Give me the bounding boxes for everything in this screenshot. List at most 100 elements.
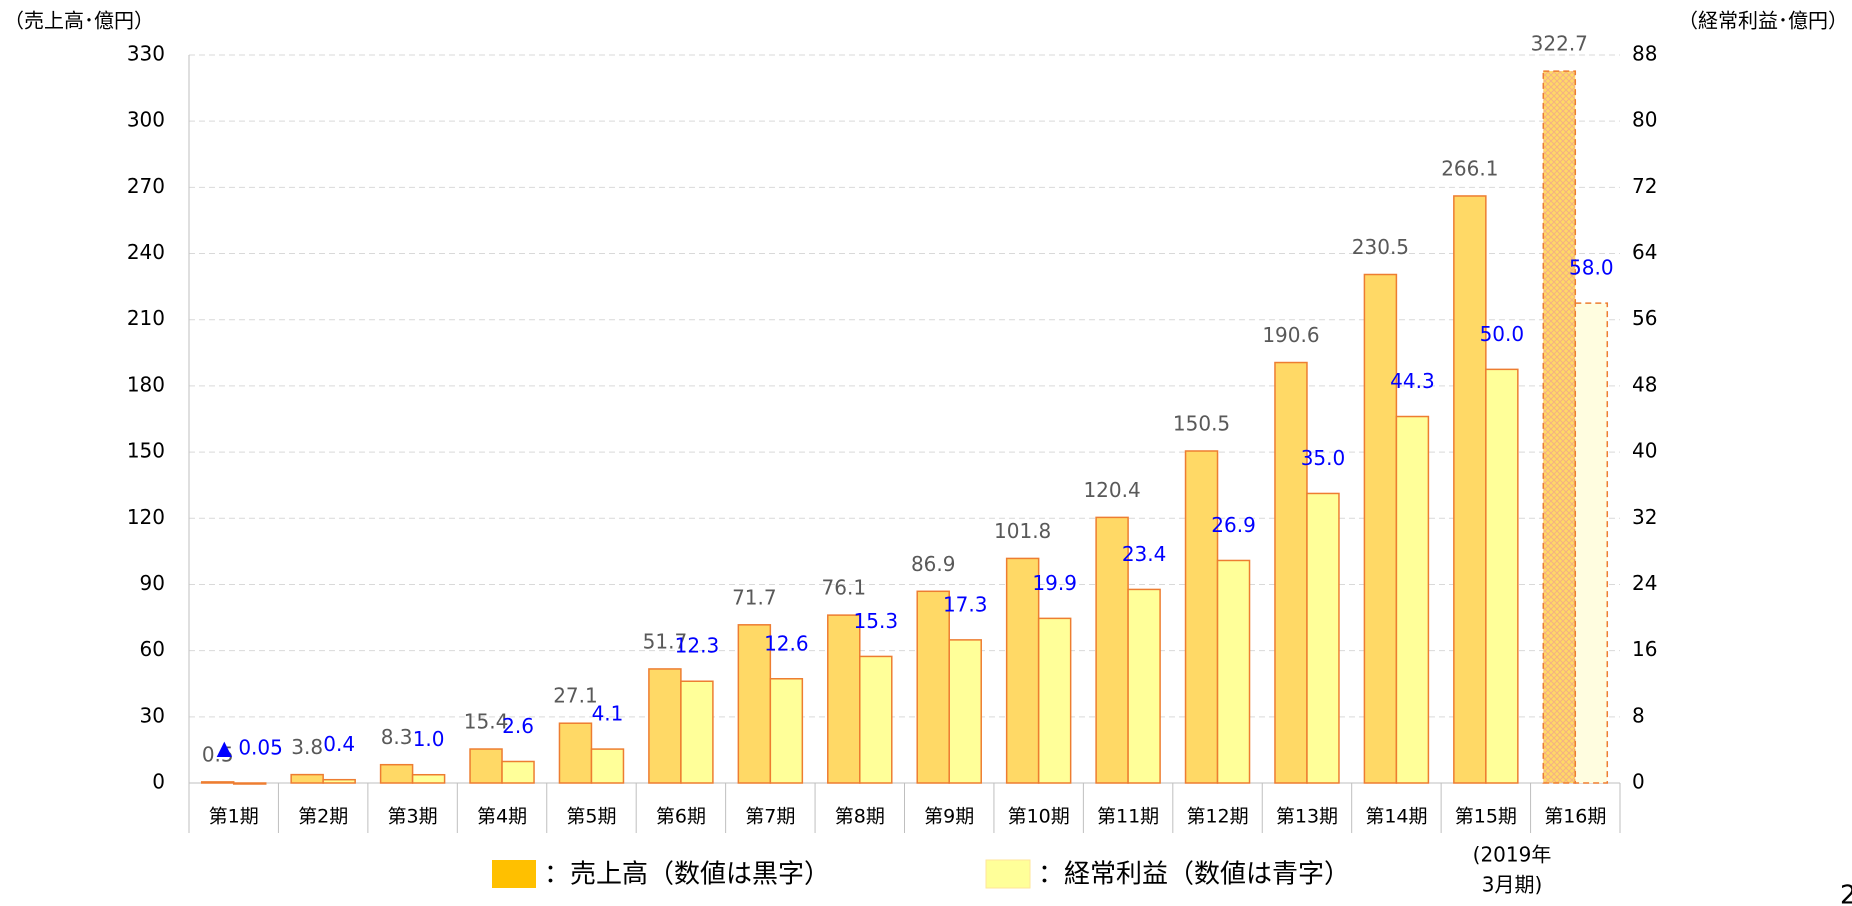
value-label: 51.7 <box>643 629 688 653</box>
bar <box>1574 302 1609 784</box>
bar <box>590 748 625 784</box>
value-label: 266.1 <box>1441 156 1498 180</box>
annotation: (2019年 <box>1473 843 1552 867</box>
y2-tick-label: 80 <box>1632 108 1657 132</box>
value-label: 190.6 <box>1262 323 1319 347</box>
y-tick-label: 0 <box>152 770 165 794</box>
x-tick-label: 第9期 <box>924 806 974 828</box>
bar <box>827 614 861 784</box>
bar <box>322 778 356 784</box>
y2-tick-label: 64 <box>1632 240 1657 264</box>
bar <box>1095 516 1129 784</box>
bar <box>1216 559 1251 784</box>
bar <box>680 680 714 784</box>
value-label: 120.4 <box>1083 478 1140 502</box>
bar <box>648 668 682 784</box>
bar <box>769 678 804 784</box>
bar <box>232 782 267 785</box>
y-tick-label: 60 <box>140 637 165 661</box>
x-tick-label: 第8期 <box>835 806 885 828</box>
value-label: 27.1 <box>553 684 598 708</box>
x-tick-label: 第5期 <box>566 806 616 828</box>
y2-tick-label: 72 <box>1632 174 1657 198</box>
bar <box>1037 617 1072 784</box>
value-label: 4.1 <box>592 702 624 726</box>
value-label: 26.9 <box>1211 513 1256 537</box>
y2-tick-label: 8 <box>1632 703 1645 727</box>
bar <box>916 590 950 784</box>
value-label: 15.4 <box>464 710 509 734</box>
x-tick-label: 第1期 <box>209 806 259 828</box>
bar <box>1453 195 1487 784</box>
y2-tick-label: 56 <box>1632 306 1657 330</box>
value-label: 230.5 <box>1352 235 1409 259</box>
y2-tick-label: 48 <box>1632 372 1657 396</box>
bar <box>200 781 235 784</box>
y-tick-label: 270 <box>127 174 165 198</box>
bar <box>469 748 503 784</box>
value-label: 8.3 <box>381 725 413 749</box>
y2-tick-label: 24 <box>1632 571 1657 595</box>
page-number: 2 <box>1840 881 1852 906</box>
y-tick-label: 330 <box>127 42 165 66</box>
y-tick-label: 120 <box>127 505 165 529</box>
bar <box>1395 415 1430 784</box>
value-label: 12.6 <box>764 631 809 655</box>
bar <box>1274 361 1308 784</box>
legend-swatch <box>492 860 536 888</box>
value-label: 322.7 <box>1531 32 1588 56</box>
bar <box>859 655 893 784</box>
value-label: 2.6 <box>502 714 534 738</box>
bar <box>1184 450 1219 784</box>
x-tick-label: 第10期 <box>1008 806 1070 828</box>
x-tick-label: 第4期 <box>477 806 527 828</box>
y-tick-label: 210 <box>127 306 165 330</box>
value-label: ▲ 0.05 <box>217 736 283 760</box>
value-label: 50.0 <box>1480 322 1525 346</box>
y-tick-label: 300 <box>127 108 165 132</box>
value-label: 19.9 <box>1032 571 1077 595</box>
x-tick-label: 第6期 <box>656 806 706 828</box>
y2-axis-title: （経常利益･億円） <box>1678 9 1848 33</box>
x-tick-label: 第13期 <box>1276 806 1338 828</box>
value-label: 44.3 <box>1390 369 1435 393</box>
bar <box>379 763 414 784</box>
legend-swatch <box>985 859 1031 889</box>
x-tick-label: 第11期 <box>1097 806 1159 828</box>
y-tick-label: 150 <box>127 439 165 463</box>
legend-label: ：売上高（数値は黒字） <box>544 860 830 890</box>
value-label: 17.3 <box>943 592 988 616</box>
bar <box>558 722 593 784</box>
x-tick-label: 第16期 <box>1544 806 1606 828</box>
value-label: 150.5 <box>1173 411 1230 435</box>
bar <box>501 760 535 784</box>
value-label: 3.8 <box>291 735 323 759</box>
y2-tick-label: 16 <box>1632 637 1657 661</box>
y-axis-title: （売上高･億円） <box>4 9 154 33</box>
value-label: 0.5 <box>202 742 234 766</box>
y2-tick-label: 0 <box>1632 770 1645 794</box>
bar <box>948 639 982 784</box>
annotation: 3月期) <box>1482 873 1543 897</box>
y2-tick-label: 32 <box>1632 505 1657 529</box>
value-label: 12.3 <box>675 634 720 658</box>
bar <box>1363 273 1398 784</box>
bar <box>1005 557 1040 784</box>
bar <box>1485 368 1519 784</box>
y-tick-label: 180 <box>127 372 165 396</box>
value-label: 15.3 <box>854 609 899 633</box>
value-label: 71.7 <box>732 585 777 609</box>
value-label: 1.0 <box>413 727 445 751</box>
x-tick-label: 第15期 <box>1455 806 1517 828</box>
value-label: 76.1 <box>822 576 867 600</box>
y2-tick-label: 40 <box>1632 439 1657 463</box>
value-label: 86.9 <box>911 552 956 576</box>
bar <box>290 773 324 784</box>
bar <box>1542 70 1577 784</box>
bar <box>411 773 446 784</box>
value-label: 101.8 <box>994 519 1051 543</box>
value-label: 58.0 <box>1569 256 1614 280</box>
x-tick-label: 第14期 <box>1365 806 1427 828</box>
value-label: 23.4 <box>1122 542 1167 566</box>
